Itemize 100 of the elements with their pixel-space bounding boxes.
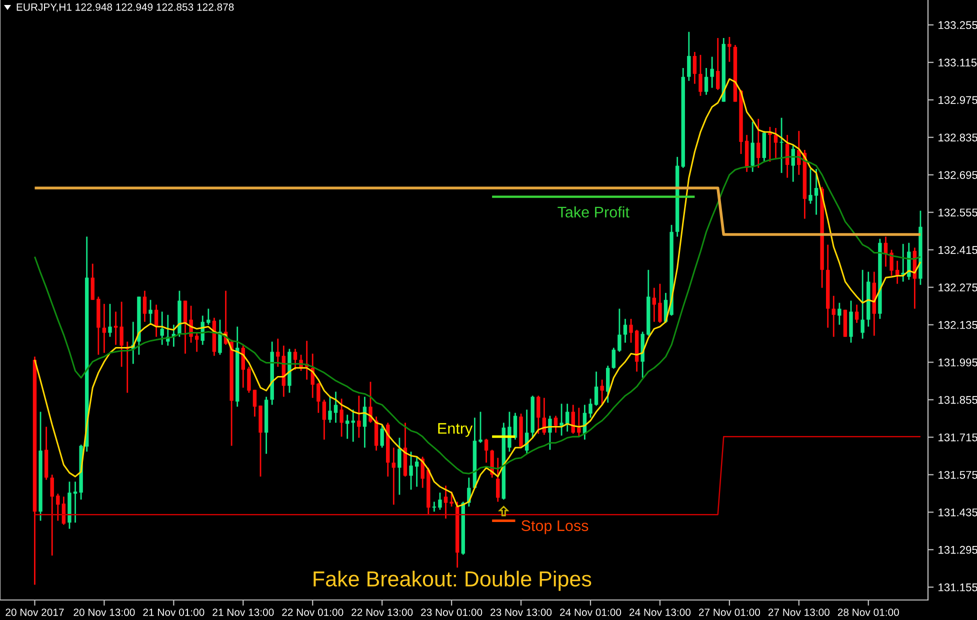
y-tick-label: 131.855 — [938, 396, 977, 404]
candlestick — [438, 492, 442, 510]
candlestick — [90, 263, 94, 301]
candlestick — [652, 287, 656, 323]
x-tick-label: 27 Nov 13:00 — [768, 608, 830, 616]
candlestick — [496, 457, 500, 502]
y-tick-label: 133.115 — [938, 58, 977, 67]
x-tick-label: 20 Nov 2017 — [6, 608, 64, 616]
candlestick — [704, 67, 708, 96]
candlestick — [380, 424, 384, 448]
candlestick — [808, 168, 812, 204]
candlestick — [450, 490, 454, 508]
annotation: Fake Breakout: Double Pipes — [314, 570, 592, 591]
x-tick-label: 22 Nov 01:00 — [282, 608, 344, 616]
candlestick — [206, 308, 210, 326]
series-label: Entry — [438, 423, 473, 437]
candlestick — [600, 378, 604, 406]
candlestick — [50, 474, 54, 556]
candlestick — [588, 398, 592, 418]
candlestick — [508, 411, 512, 452]
candlestick — [548, 415, 552, 450]
candlestick — [160, 310, 164, 346]
y-tick-label: 132.275 — [938, 284, 977, 292]
candlestick — [218, 318, 222, 356]
candlestick — [345, 414, 350, 440]
candlestick — [728, 36, 732, 63]
candlestick — [328, 396, 332, 424]
candlestick — [710, 56, 714, 89]
candlestick — [183, 300, 188, 354]
x-tick-label: 21 Nov 01:00 — [143, 608, 204, 616]
candlestick — [577, 407, 581, 438]
candlestick — [623, 318, 628, 344]
y-tick-label: 132.415 — [938, 246, 977, 254]
candlestick — [398, 437, 402, 496]
x-tick-label: 20 Nov 13:00 — [74, 608, 135, 616]
candlestick — [814, 168, 818, 216]
x-tick-label: 21 Nov 13:00 — [212, 608, 274, 616]
candlestick — [148, 299, 152, 324]
candlestick — [629, 318, 633, 344]
candlestick — [838, 302, 842, 326]
candlestick — [293, 348, 298, 370]
candlestick — [409, 450, 413, 490]
series-label: Stop Loss — [521, 520, 588, 534]
candlestick — [247, 366, 251, 394]
y-tick-label: 131.295 — [938, 546, 977, 554]
candlestick — [536, 395, 540, 434]
x-tick-label: 27 Nov 01:00 — [698, 608, 760, 616]
candlestick — [322, 399, 326, 440]
candlestick — [854, 304, 859, 324]
candlestick — [194, 332, 199, 352]
y-tick-label: 132.555 — [938, 208, 977, 216]
candlestick — [357, 395, 361, 438]
x-tick-label: 23 Nov 13:00 — [490, 608, 552, 616]
candlestick — [687, 31, 691, 82]
series-label: Take Profit — [558, 206, 630, 218]
chart-title: EURJPY,H1 122.948 122.949 122.853 122.878 — [16, 3, 234, 12]
y-tick-label: 132.135 — [938, 321, 977, 329]
candlestick — [698, 54, 702, 97]
candlestick — [756, 118, 760, 169]
candlestick — [716, 37, 720, 91]
candlestick — [444, 484, 448, 520]
candlestick — [478, 411, 482, 444]
candlestick — [56, 493, 60, 522]
y-tick-label: 131.575 — [938, 470, 977, 479]
x-tick-label: 23 Nov 01:00 — [421, 608, 482, 616]
candlestick — [554, 415, 558, 434]
candlestick — [414, 456, 419, 488]
candlestick — [594, 370, 598, 406]
candlestick — [606, 365, 610, 404]
candlestick — [484, 438, 488, 464]
candlestick — [797, 130, 801, 176]
candlestick — [351, 408, 355, 442]
x-tick-label: 24 Nov 01:00 — [560, 608, 622, 616]
candlestick — [658, 283, 662, 324]
candlestick — [618, 308, 622, 352]
x-tick-label: 28 Nov 01:00 — [838, 608, 899, 616]
candlestick — [750, 121, 754, 173]
y-tick-label: 132.835 — [938, 134, 977, 142]
candlestick — [340, 398, 344, 438]
y-tick-label: 131.155 — [938, 583, 977, 592]
candlestick — [334, 391, 338, 424]
y-tick-label: 131.435 — [938, 508, 977, 516]
candlestick — [612, 347, 616, 370]
candlestick — [860, 269, 864, 340]
candlestick — [368, 381, 372, 424]
y-tick-label: 133.255 — [938, 21, 977, 30]
candlestick — [392, 446, 396, 506]
candlestick — [142, 290, 147, 323]
candlestick — [890, 249, 894, 276]
candlestick — [102, 303, 106, 354]
line-series — [34, 78, 922, 508]
y-tick-label: 132.695 — [938, 171, 977, 179]
x-tick-label: 24 Nov 13:00 — [630, 608, 691, 616]
candlestick — [768, 126, 772, 162]
y-tick-label: 131.715 — [938, 433, 977, 442]
candlestick — [513, 412, 518, 440]
candlestick — [108, 303, 112, 338]
candlestick — [252, 389, 257, 418]
candlestick — [832, 295, 836, 338]
y-tick-label: 131.995 — [938, 358, 977, 366]
